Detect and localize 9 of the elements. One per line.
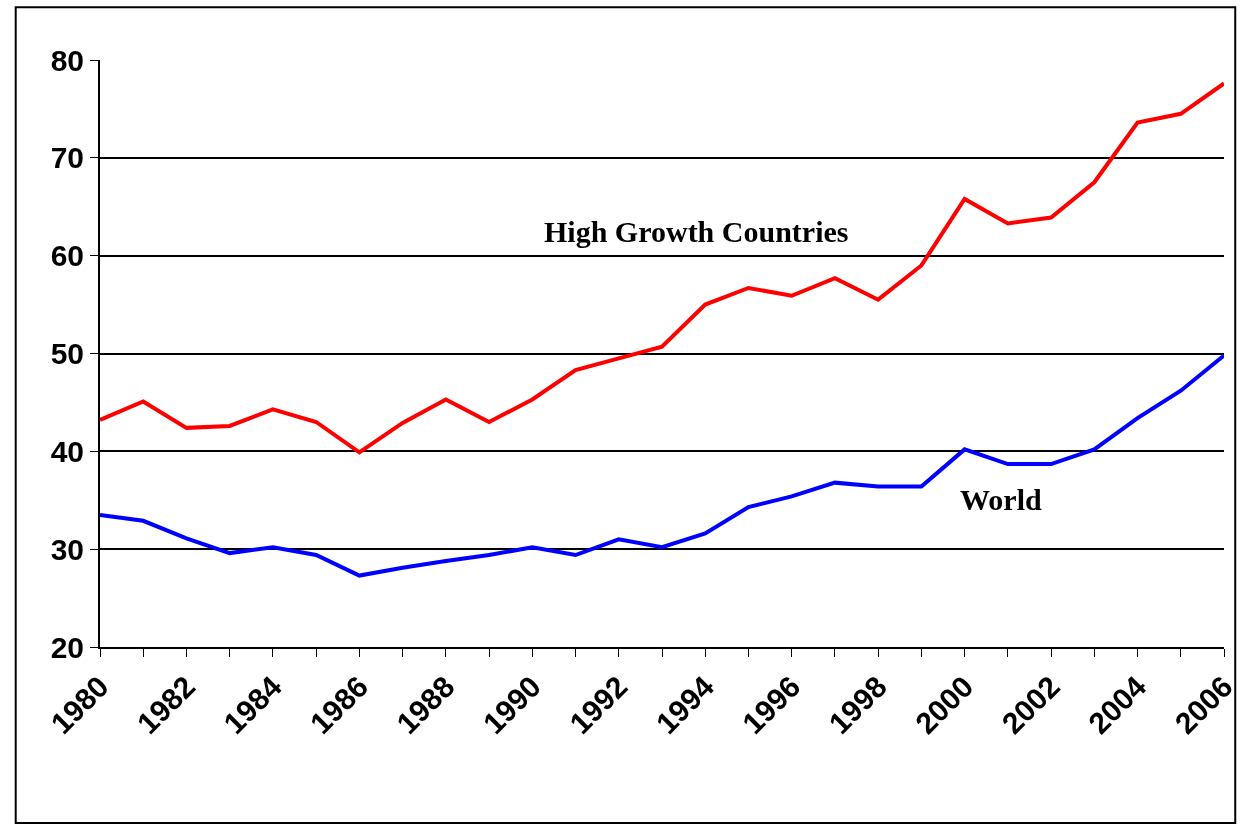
- annotation: World: [960, 483, 1042, 516]
- y-tick-label: 40: [50, 434, 84, 468]
- y-tick-label: 60: [50, 239, 84, 273]
- y-tick-label: 70: [50, 141, 84, 175]
- y-tick-label: 80: [50, 43, 84, 77]
- y-tick-label: 30: [50, 532, 84, 566]
- y-tick-label: 20: [50, 630, 84, 664]
- y-tick-label: 50: [50, 337, 84, 370]
- annotation: High Growth Countries: [544, 215, 849, 248]
